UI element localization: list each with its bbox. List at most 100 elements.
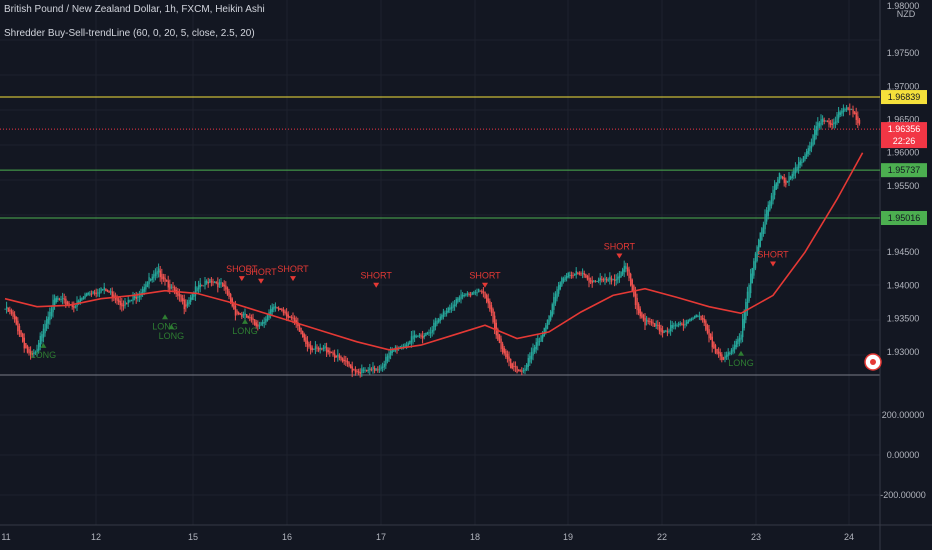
short-arrow bbox=[616, 253, 623, 259]
candle-body bbox=[276, 307, 278, 309]
candle-body bbox=[783, 177, 785, 183]
short-label: SHORT bbox=[226, 264, 258, 274]
candle-body bbox=[338, 355, 341, 359]
candle-body bbox=[566, 276, 568, 279]
candle-body bbox=[564, 276, 566, 281]
candle-body bbox=[81, 298, 83, 301]
candle-body bbox=[410, 336, 413, 343]
short-arrow bbox=[373, 282, 380, 288]
candle-body bbox=[630, 273, 632, 286]
candle-body bbox=[327, 349, 329, 353]
candle-body bbox=[436, 320, 438, 325]
candle-body bbox=[270, 309, 272, 315]
candle-body bbox=[103, 287, 105, 290]
candle-body bbox=[90, 293, 93, 295]
candle-body bbox=[228, 291, 230, 297]
candle-body bbox=[417, 336, 419, 338]
candle-body bbox=[735, 341, 737, 348]
candle-body bbox=[191, 294, 193, 300]
candle-body bbox=[674, 324, 677, 327]
candle-body bbox=[681, 323, 683, 325]
candle-body bbox=[438, 319, 440, 323]
candle-body bbox=[673, 325, 675, 327]
candle-body bbox=[382, 366, 384, 368]
candle-body bbox=[289, 316, 291, 318]
candle-body bbox=[63, 298, 65, 300]
candle-body bbox=[54, 298, 56, 307]
candle-body bbox=[671, 325, 673, 329]
candle-body bbox=[759, 232, 761, 247]
candle-body bbox=[372, 366, 374, 370]
short-label: SHORT bbox=[245, 267, 277, 277]
candle-body bbox=[305, 337, 307, 344]
candle-body bbox=[47, 316, 49, 324]
candle-body bbox=[124, 301, 126, 306]
candle-body bbox=[660, 328, 662, 333]
candle-body bbox=[212, 281, 214, 283]
candle-body bbox=[522, 369, 525, 372]
candle-body bbox=[503, 348, 505, 354]
candle-body bbox=[758, 239, 760, 254]
level-price-badge bbox=[881, 211, 927, 226]
candle-body bbox=[721, 354, 723, 360]
chart-title[interactable]: British Pound / New Zealand Dollar, 1h, … bbox=[4, 4, 265, 15]
candle-body bbox=[346, 360, 349, 364]
candle-body bbox=[279, 308, 281, 310]
candle-body bbox=[762, 224, 765, 235]
candle-body bbox=[823, 120, 825, 122]
candle-body bbox=[646, 319, 648, 322]
candle-body bbox=[678, 323, 680, 326]
alert-icon[interactable] bbox=[864, 353, 882, 371]
candle-body bbox=[12, 312, 14, 317]
candle-body bbox=[601, 279, 603, 281]
candle-body bbox=[230, 294, 232, 303]
candle-body bbox=[242, 314, 245, 316]
candle-body bbox=[201, 285, 203, 287]
candle-body bbox=[684, 323, 686, 325]
time-axis[interactable]: 11 12 15 16 17 18 19 22 23 24 bbox=[1, 532, 854, 542]
candle-body bbox=[754, 253, 757, 269]
candle-body bbox=[574, 273, 576, 276]
candle-body bbox=[247, 315, 249, 319]
candle-body bbox=[30, 351, 32, 355]
short-arrow bbox=[482, 282, 488, 288]
candle-body bbox=[452, 304, 454, 308]
candle-body bbox=[590, 280, 592, 282]
candle-body bbox=[594, 281, 597, 283]
candle-body bbox=[361, 368, 363, 373]
price-tick-label: 1.96500 bbox=[887, 115, 920, 125]
candle-body bbox=[42, 328, 45, 338]
candle-body bbox=[20, 330, 22, 337]
indicator-legend[interactable]: Shredder Buy-Sell-trendLine (60, 0, 20, … bbox=[4, 28, 255, 39]
candle-body bbox=[148, 277, 150, 285]
candle-body bbox=[167, 280, 169, 288]
candle-body bbox=[689, 318, 691, 322]
candle-body bbox=[801, 162, 803, 164]
level-price-label: 1.96839 bbox=[888, 92, 921, 102]
candle-body bbox=[567, 273, 569, 278]
candle-body bbox=[316, 347, 318, 349]
candle-body bbox=[625, 266, 627, 269]
short-label: SHORT bbox=[361, 271, 393, 281]
candle-body bbox=[10, 310, 13, 314]
candle-body bbox=[454, 304, 456, 307]
candle-body bbox=[364, 369, 366, 371]
candle-body bbox=[857, 116, 859, 124]
time-tick-label: 12 bbox=[91, 532, 101, 542]
candle-body bbox=[790, 176, 792, 179]
candle-body bbox=[650, 321, 653, 324]
candle-body bbox=[193, 294, 195, 297]
countdown-label: 22:26 bbox=[893, 136, 916, 146]
candle-body bbox=[807, 148, 809, 154]
candle-body bbox=[28, 349, 30, 354]
candle-body bbox=[25, 343, 27, 349]
candle-body bbox=[593, 280, 595, 282]
candle-body bbox=[310, 345, 312, 351]
candle-body bbox=[575, 271, 577, 275]
candle-body bbox=[478, 288, 480, 293]
candle-body bbox=[14, 314, 16, 320]
candle-body bbox=[225, 285, 227, 290]
candle-body bbox=[9, 309, 11, 312]
